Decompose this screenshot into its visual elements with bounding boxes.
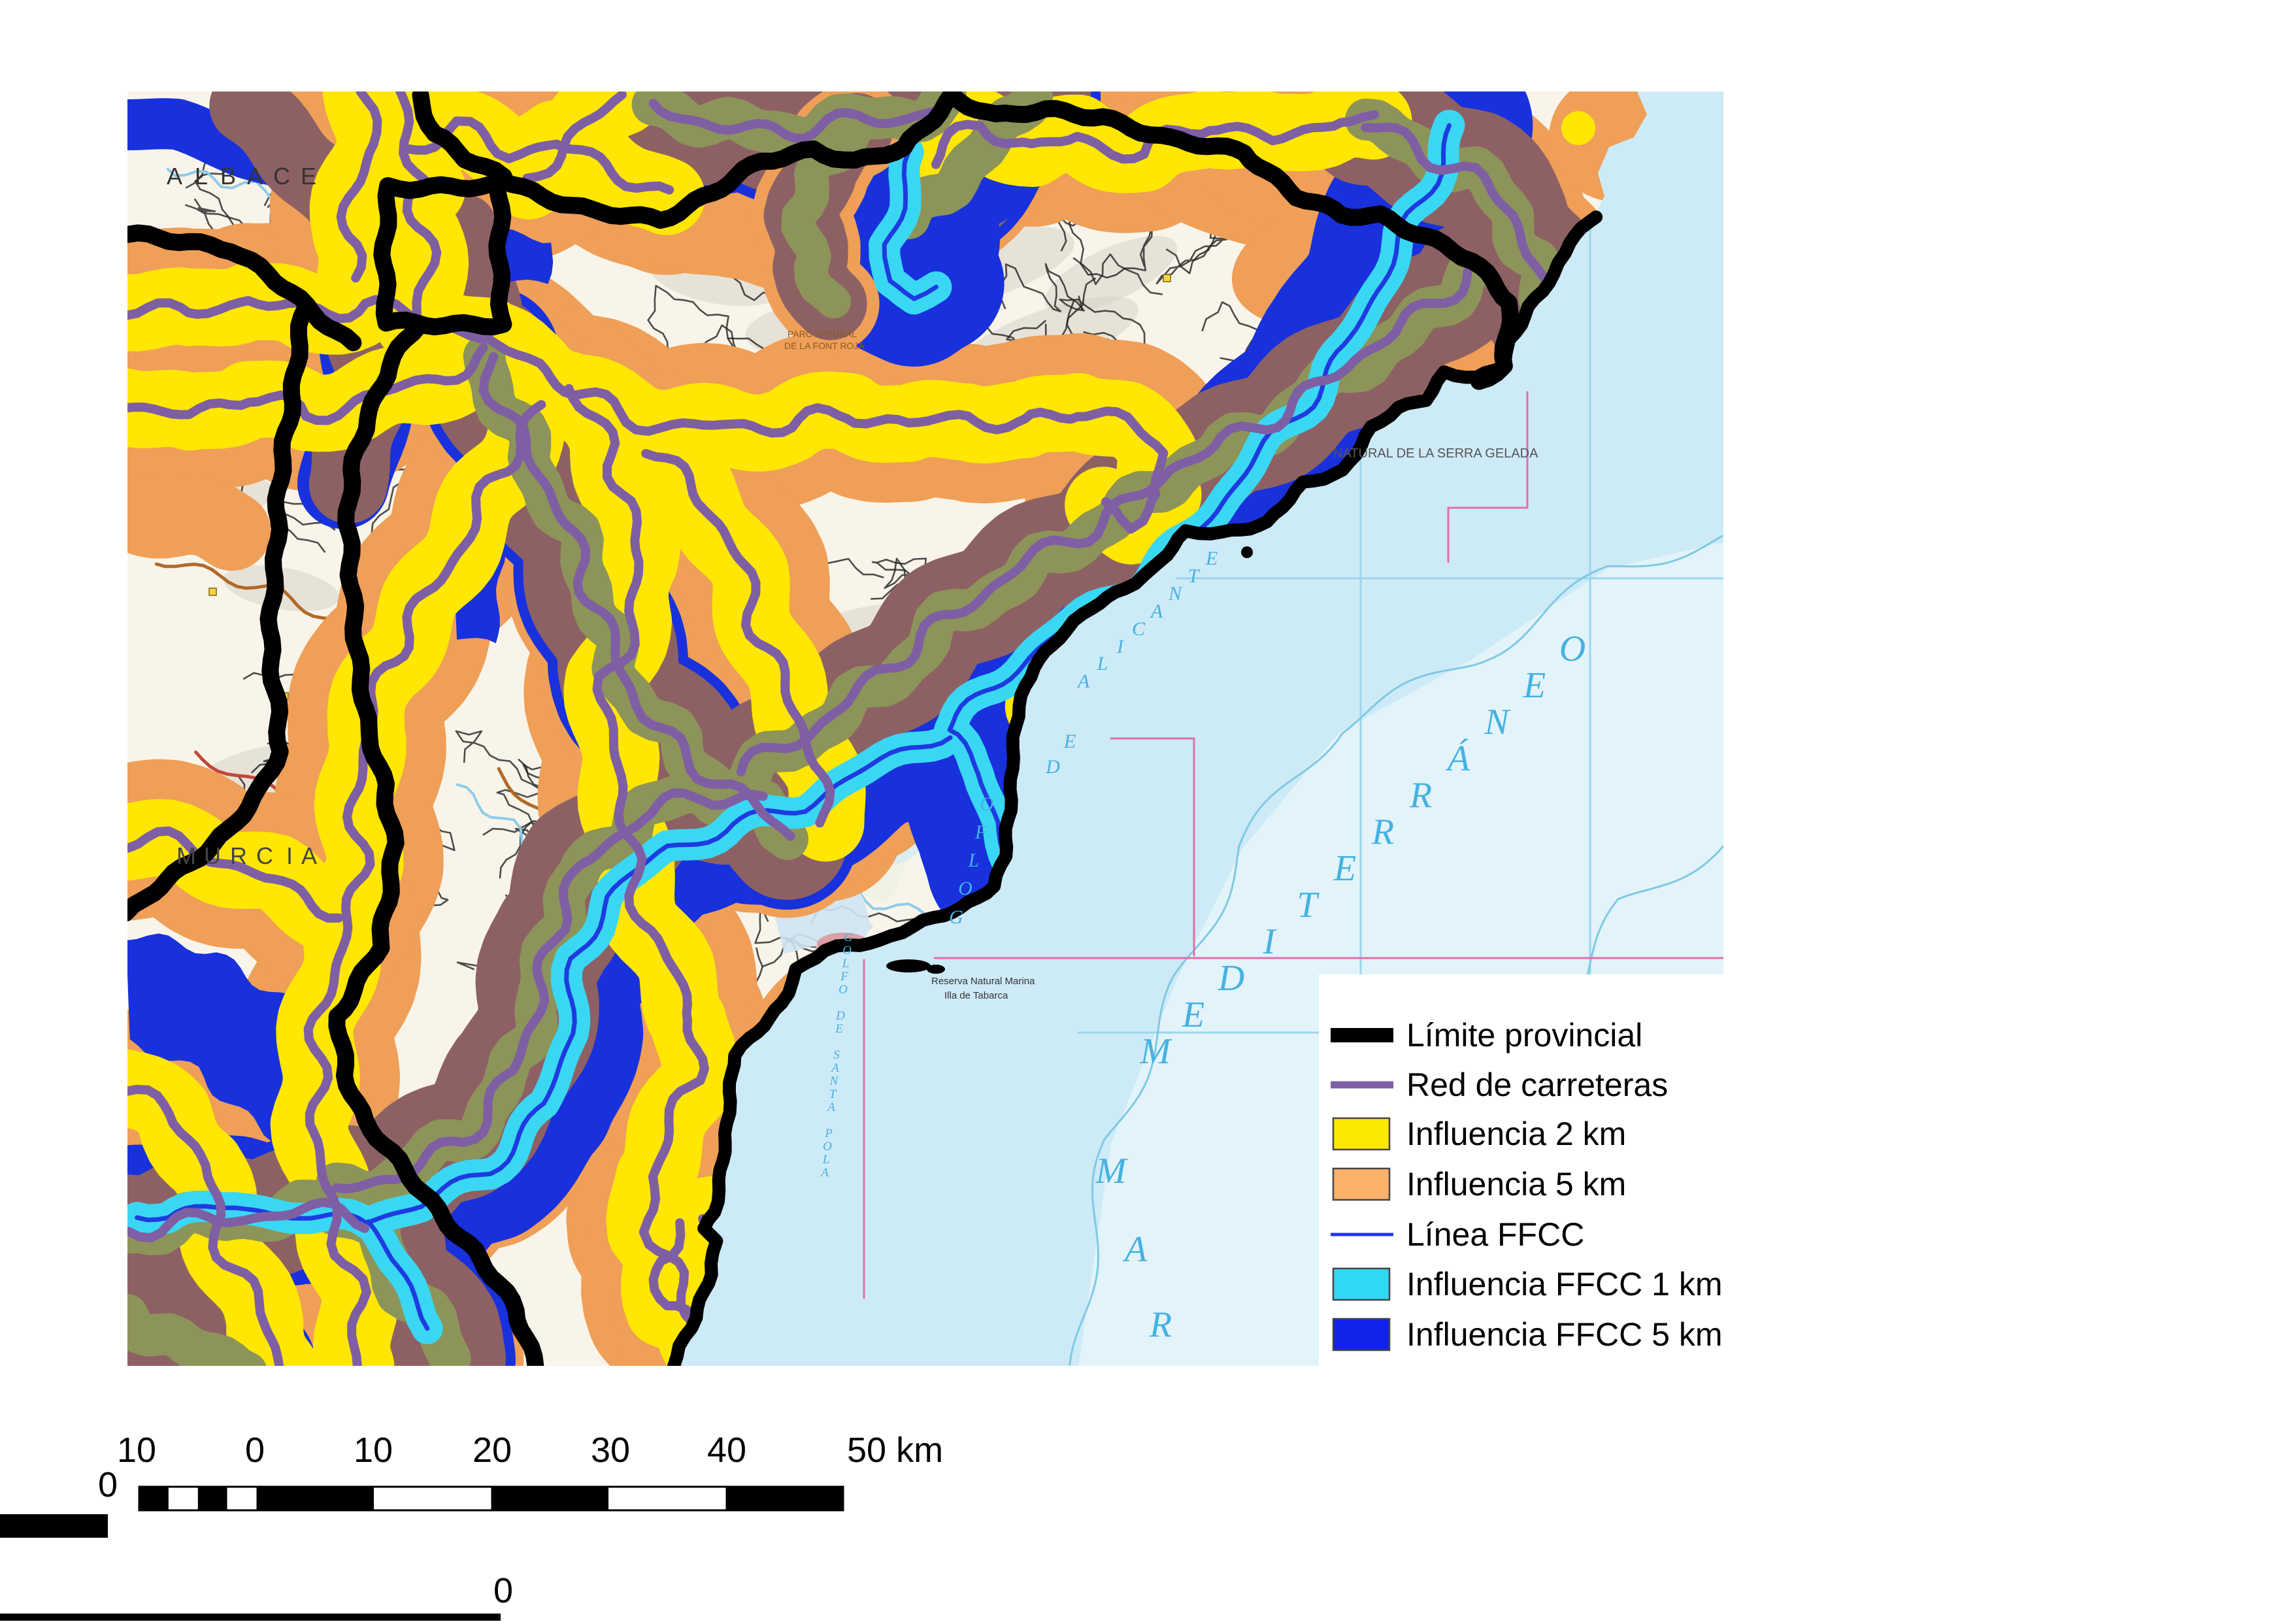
svg-text:O: O — [839, 983, 848, 997]
svg-text:R: R — [1409, 775, 1432, 816]
svg-text:E: E — [1182, 995, 1204, 1035]
svg-text:L: L — [968, 850, 980, 871]
svg-text:Influencia 5 km: Influencia 5 km — [1406, 1166, 1626, 1202]
svg-text:E: E — [1523, 665, 1546, 706]
svg-text:T: T — [829, 1087, 837, 1101]
svg-text:D: D — [1045, 756, 1060, 778]
svg-text:L: L — [822, 1153, 830, 1167]
svg-text:O: O — [1559, 629, 1586, 669]
svg-text:30: 30 — [591, 1431, 630, 1470]
svg-text:40: 40 — [707, 1431, 746, 1470]
svg-text:Influencia FFCC 5 km: Influencia FFCC 5 km — [1406, 1316, 1722, 1353]
svg-text:I: I — [1263, 921, 1277, 962]
svg-text:D: D — [835, 1009, 845, 1023]
svg-text:O: O — [980, 793, 994, 815]
svg-text:0: 0 — [493, 1571, 513, 1610]
svg-text:A: A — [1076, 671, 1090, 692]
svg-text:F: F — [840, 970, 848, 984]
svg-text:Influencia FFCC 1 km: Influencia FFCC 1 km — [1406, 1266, 1722, 1302]
svg-text:E: E — [835, 1022, 843, 1036]
svg-text:C: C — [273, 163, 290, 190]
svg-text:A: A — [167, 163, 182, 190]
svg-text:F: F — [974, 821, 988, 843]
svg-text:R: R — [1371, 812, 1394, 852]
svg-text:I: I — [1116, 636, 1125, 657]
svg-text:A: A — [301, 842, 317, 869]
svg-text:N: N — [1168, 583, 1183, 605]
svg-text:Influencia 2 km: Influencia 2 km — [1406, 1116, 1626, 1152]
svg-text:A: A — [830, 1061, 839, 1075]
svg-text:Illa de Tabarca: Illa de Tabarca — [944, 990, 1008, 1001]
svg-text:A: A — [1150, 601, 1163, 622]
svg-text:N: N — [829, 1074, 839, 1088]
svg-text:O: O — [823, 1140, 832, 1153]
svg-text:M: M — [176, 842, 196, 869]
svg-text:B: B — [220, 163, 236, 190]
svg-text:U: U — [204, 842, 221, 869]
svg-text:P: P — [824, 1127, 833, 1140]
svg-text:C: C — [256, 842, 273, 869]
svg-text:0: 0 — [98, 1465, 118, 1504]
svg-text:E: E — [1333, 848, 1356, 889]
svg-text:L: L — [1097, 653, 1108, 674]
svg-text:DE LA FONT ROJA: DE LA FONT ROJA — [784, 340, 865, 351]
svg-text:Red de carreteras: Red de carreteras — [1406, 1067, 1668, 1103]
svg-text:E: E — [1063, 731, 1076, 752]
svg-text:R: R — [230, 842, 247, 869]
svg-text:PARC NATURAL: PARC NATURAL — [788, 329, 857, 339]
svg-text:S: S — [833, 1048, 840, 1062]
svg-text:L: L — [842, 957, 850, 970]
svg-text:A: A — [247, 163, 263, 190]
svg-text:G: G — [844, 931, 853, 944]
svg-text:M: M — [1140, 1031, 1173, 1072]
svg-text:A: A — [820, 1166, 829, 1180]
svg-text:G: G — [949, 906, 963, 928]
svg-text:T: T — [1188, 565, 1201, 587]
svg-text:I: I — [286, 842, 293, 869]
svg-text:T: T — [1297, 885, 1320, 925]
svg-text:Reserva Natural Marina: Reserva Natural Marina — [931, 976, 1035, 987]
svg-text:O: O — [842, 944, 852, 957]
svg-text:50 km: 50 km — [847, 1431, 943, 1470]
svg-text:Límite provincial: Límite provincial — [1406, 1017, 1642, 1053]
svg-text:A: A — [826, 1101, 835, 1114]
svg-text:Á: Á — [1445, 738, 1470, 779]
svg-text:R: R — [1149, 1304, 1172, 1345]
svg-text:0: 0 — [245, 1431, 265, 1470]
svg-text:10: 10 — [117, 1431, 156, 1470]
svg-text:M: M — [1095, 1151, 1129, 1191]
svg-text:C: C — [1132, 618, 1146, 640]
svg-text:E: E — [1205, 548, 1218, 569]
svg-text:NATURAL DE LA SERRA GELADA: NATURAL DE LA SERRA GELADA — [1333, 446, 1538, 461]
svg-text:N: N — [1484, 702, 1510, 742]
svg-text:Línea FFCC: Línea FFCC — [1406, 1216, 1584, 1253]
svg-text:L: L — [195, 163, 208, 190]
svg-text:E: E — [301, 163, 316, 190]
svg-text:O: O — [958, 878, 972, 899]
svg-text:10: 10 — [354, 1431, 393, 1470]
svg-text:A: A — [1122, 1229, 1148, 1270]
svg-text:20: 20 — [473, 1431, 512, 1470]
svg-text:D: D — [1218, 958, 1244, 999]
